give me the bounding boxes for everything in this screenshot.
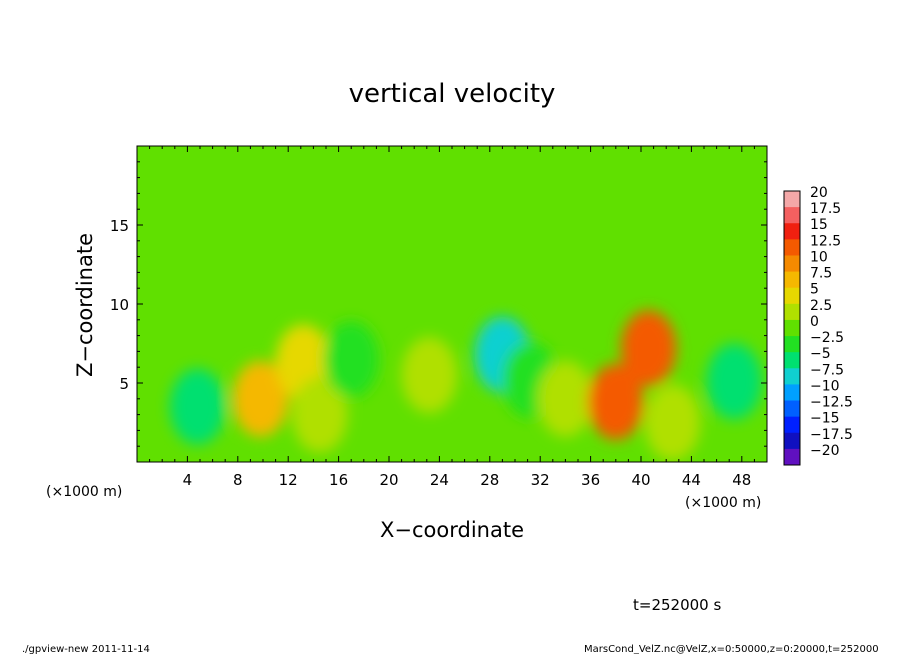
heatmap-feature-1 — [232, 360, 289, 437]
y-axis-label: Z−coordinate — [73, 233, 97, 377]
x-tick-label: 40 — [631, 471, 650, 489]
y-axis: 5 10 15 — [110, 161, 767, 447]
y-tick-label: 10 — [110, 296, 129, 314]
colorbar-swatch — [784, 319, 800, 337]
x-axis: 4 8 12 16 20 24 28 32 36 40 44 48 — [149, 146, 755, 489]
colorbar-swatch — [784, 416, 800, 434]
heatmap-features — [169, 310, 762, 461]
x-unit-left: (×1000 m) — [46, 484, 122, 500]
colorbar: 2017.51512.5107.552.50−2.5−5−7.5−10−12.5… — [783, 185, 853, 466]
colorbar-label: 5 — [810, 282, 819, 298]
colorbar-swatch — [784, 448, 800, 466]
plot-area — [137, 146, 767, 462]
heatmap-feature-5 — [401, 337, 458, 414]
footer-right: MarsCond_VelZ.nc@VelZ,x=0:50000,z=0:2000… — [584, 644, 879, 654]
y-tick-label: 5 — [119, 375, 129, 393]
x-tick-label: 28 — [480, 471, 499, 489]
colorbar-swatch — [784, 239, 800, 256]
colorbar-swatch — [784, 191, 800, 208]
colorbar-label: 2.5 — [810, 298, 832, 314]
colorbar-label: −12.5 — [810, 395, 853, 411]
colorbar-swatch — [784, 400, 800, 418]
colorbar-label: −17.5 — [810, 427, 853, 443]
colorbar-swatch — [784, 368, 800, 385]
colorbar-swatch — [784, 255, 800, 273]
colorbar-swatch — [784, 352, 800, 369]
chart-title: vertical velocity — [349, 79, 556, 109]
colorbar-label: −15 — [810, 411, 840, 427]
x-tick-label: 16 — [329, 471, 348, 489]
colorbar-label: 15 — [810, 217, 828, 233]
x-tick-label: 4 — [183, 471, 193, 489]
heatmap-feature-4 — [323, 321, 379, 398]
heatmap-feature-9 — [588, 364, 644, 440]
colorbar-label: 20 — [810, 185, 828, 201]
x-tick-label: 48 — [732, 471, 751, 489]
y-tick-label: 15 — [110, 217, 129, 235]
colorbar-label: −10 — [810, 378, 840, 394]
x-tick-label: 24 — [430, 471, 449, 489]
colorbar-label: 10 — [810, 249, 828, 265]
colorbar-swatch — [784, 336, 800, 353]
heatmap-feature-12 — [706, 343, 762, 420]
colorbar-swatch — [784, 303, 800, 321]
x-tick-label: 20 — [379, 471, 398, 489]
colorbar-label: 17.5 — [810, 201, 841, 217]
footer-left: ./gpview-new 2011-11-14 — [22, 644, 150, 654]
x-unit-right: (×1000 m) — [685, 495, 761, 511]
colorbar-label: −5 — [810, 346, 831, 362]
heatmap-feature-3 — [291, 376, 348, 453]
colorbar-swatch — [784, 207, 800, 224]
heatmap-feature-8 — [537, 360, 594, 437]
x-axis-label: X−coordinate — [380, 518, 524, 542]
heatmap-feature-10 — [620, 310, 677, 387]
heatmap-feature-0 — [169, 368, 226, 445]
colorbar-label: −7.5 — [810, 362, 844, 378]
colorbar-label: 0 — [810, 314, 819, 330]
heatmap-feature-11 — [644, 384, 701, 461]
colorbar-swatch — [784, 223, 800, 240]
colorbar-label: −20 — [810, 443, 840, 459]
colorbar-frame — [783, 190, 801, 466]
x-tick-label: 44 — [682, 471, 701, 489]
x-tick-label: 8 — [233, 471, 243, 489]
x-tick-label: 12 — [279, 471, 298, 489]
time-label: t=252000 s — [633, 596, 721, 614]
colorbar-label: 12.5 — [810, 233, 841, 249]
x-tick-label: 32 — [531, 471, 550, 489]
colorbar-label: −2.5 — [810, 330, 844, 346]
colorbar-swatch — [784, 287, 800, 305]
colorbar-label: 7.5 — [810, 266, 832, 282]
colorbar-swatch — [784, 271, 800, 289]
colorbar-swatch — [784, 384, 800, 402]
colorbar-swatch — [784, 432, 800, 450]
x-tick-label: 36 — [581, 471, 600, 489]
